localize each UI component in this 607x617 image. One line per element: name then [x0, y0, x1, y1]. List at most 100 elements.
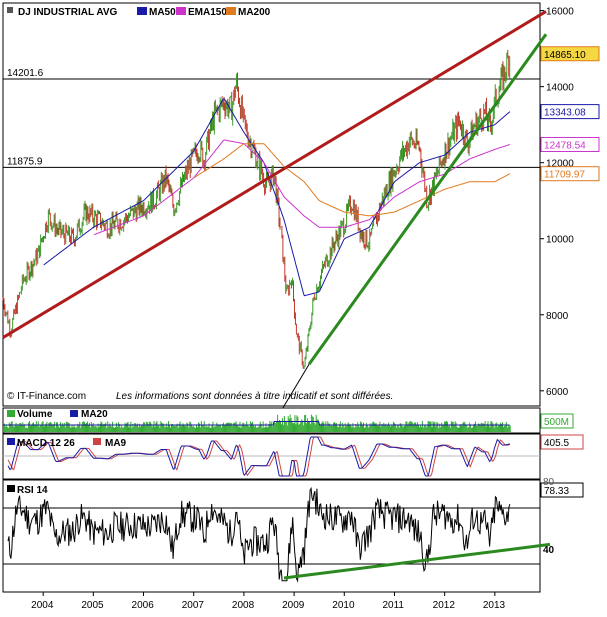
rsi-last-box — [540, 482, 584, 498]
volume-bar — [191, 424, 193, 432]
volume-bar — [199, 427, 201, 432]
volume-bar — [492, 423, 494, 432]
volume-bar — [264, 427, 266, 432]
volume-bar — [247, 424, 249, 432]
volume-bar — [194, 427, 196, 432]
x-tick-label: 2011 — [382, 600, 404, 611]
volume-bar — [427, 421, 429, 432]
volume-bar — [438, 427, 440, 432]
volume-bar — [495, 423, 497, 432]
volume-bar — [467, 427, 469, 432]
volume-bar — [322, 421, 324, 432]
volume-bar — [381, 424, 383, 432]
volume-bar — [296, 415, 298, 432]
level-label: 11875.9 — [7, 156, 43, 167]
volume-bar — [132, 424, 134, 432]
volume-bar — [196, 427, 198, 432]
last-value-box — [540, 46, 600, 62]
volume-bar — [34, 424, 36, 432]
volume-bar — [340, 427, 342, 432]
volume-bar — [376, 424, 378, 432]
volume-bar — [478, 423, 480, 432]
volume-bar — [245, 425, 247, 432]
volume-bar — [403, 425, 405, 432]
volume-bar — [58, 427, 60, 432]
volume-bar — [116, 426, 118, 432]
volume-bar — [443, 425, 445, 432]
x-tick-label: 2007 — [182, 600, 205, 611]
volume-bar — [222, 424, 224, 432]
volume-bar — [390, 425, 392, 432]
volume-bar — [217, 424, 219, 432]
volume-bar — [76, 426, 78, 432]
volume-bar — [28, 422, 30, 432]
volume-bar — [424, 424, 426, 432]
volume-bar — [375, 422, 377, 432]
volume-bar — [173, 425, 175, 432]
volume-bar — [344, 423, 346, 432]
volume-bar — [490, 421, 492, 432]
volume-bar — [160, 421, 162, 432]
volume-bar — [85, 423, 87, 432]
volume-bar — [195, 427, 197, 432]
last-value-box — [540, 166, 600, 182]
volume-bar — [348, 423, 350, 432]
volume-bar — [405, 421, 407, 432]
volume-bar — [426, 424, 428, 432]
volume-bar — [15, 422, 17, 432]
volume-bar — [365, 422, 367, 432]
volume-bar — [313, 422, 315, 432]
volume-bar — [411, 421, 413, 432]
volume-bar — [309, 424, 311, 432]
volume-bar — [39, 425, 41, 432]
volume-bar — [310, 414, 312, 432]
volume-bar — [236, 425, 238, 432]
volume-bar — [184, 425, 186, 432]
macd-last-label: 405.5 — [544, 438, 569, 449]
volume-bar — [505, 421, 507, 432]
volume-bar — [134, 423, 136, 432]
volume-bar — [108, 426, 110, 432]
volume-bar — [119, 427, 121, 432]
volume-bar — [475, 425, 477, 432]
volume-bar — [152, 425, 154, 432]
volume-bar — [500, 422, 502, 432]
volume-bar — [386, 425, 388, 432]
volume-bar — [17, 424, 19, 432]
volume-bar — [36, 425, 38, 432]
last-value-label: 13343.08 — [544, 108, 586, 119]
volume-bar — [463, 421, 465, 432]
series-line-ma200 — [194, 143, 511, 217]
volume-bar — [232, 423, 234, 432]
volume-bar — [259, 421, 261, 432]
volume-bar — [86, 421, 88, 432]
volume-bar — [216, 422, 218, 432]
volume-bar — [94, 425, 96, 432]
rsi-swatch-icon — [7, 485, 15, 492]
y-tick-label: 14000 — [546, 83, 574, 94]
volume-bar — [308, 421, 310, 432]
volume-bar — [153, 421, 155, 432]
volume-bar — [287, 416, 289, 432]
volume-bar — [111, 426, 113, 432]
volume-bar — [5, 425, 7, 432]
volume-bar — [133, 426, 135, 432]
volume-bar — [88, 422, 90, 432]
volume-bar — [141, 424, 143, 432]
volume-bar — [402, 427, 404, 432]
last-value-label: 11709.97 — [544, 170, 585, 181]
volume-bar — [224, 424, 226, 432]
volume-bar — [90, 421, 92, 432]
volume-bar — [96, 427, 98, 432]
volume-bar — [331, 424, 333, 432]
volume-bar — [378, 424, 380, 432]
volume-bar — [298, 424, 300, 432]
volume-bar — [507, 424, 509, 432]
volume-bar — [46, 421, 48, 432]
volume-bar — [3, 423, 5, 432]
volume-bar — [387, 424, 389, 432]
volume-bar — [211, 424, 213, 432]
legend-swatch-ema150 — [176, 7, 186, 15]
x-tick-label: 2008 — [232, 600, 255, 611]
volume-bar — [350, 424, 352, 432]
